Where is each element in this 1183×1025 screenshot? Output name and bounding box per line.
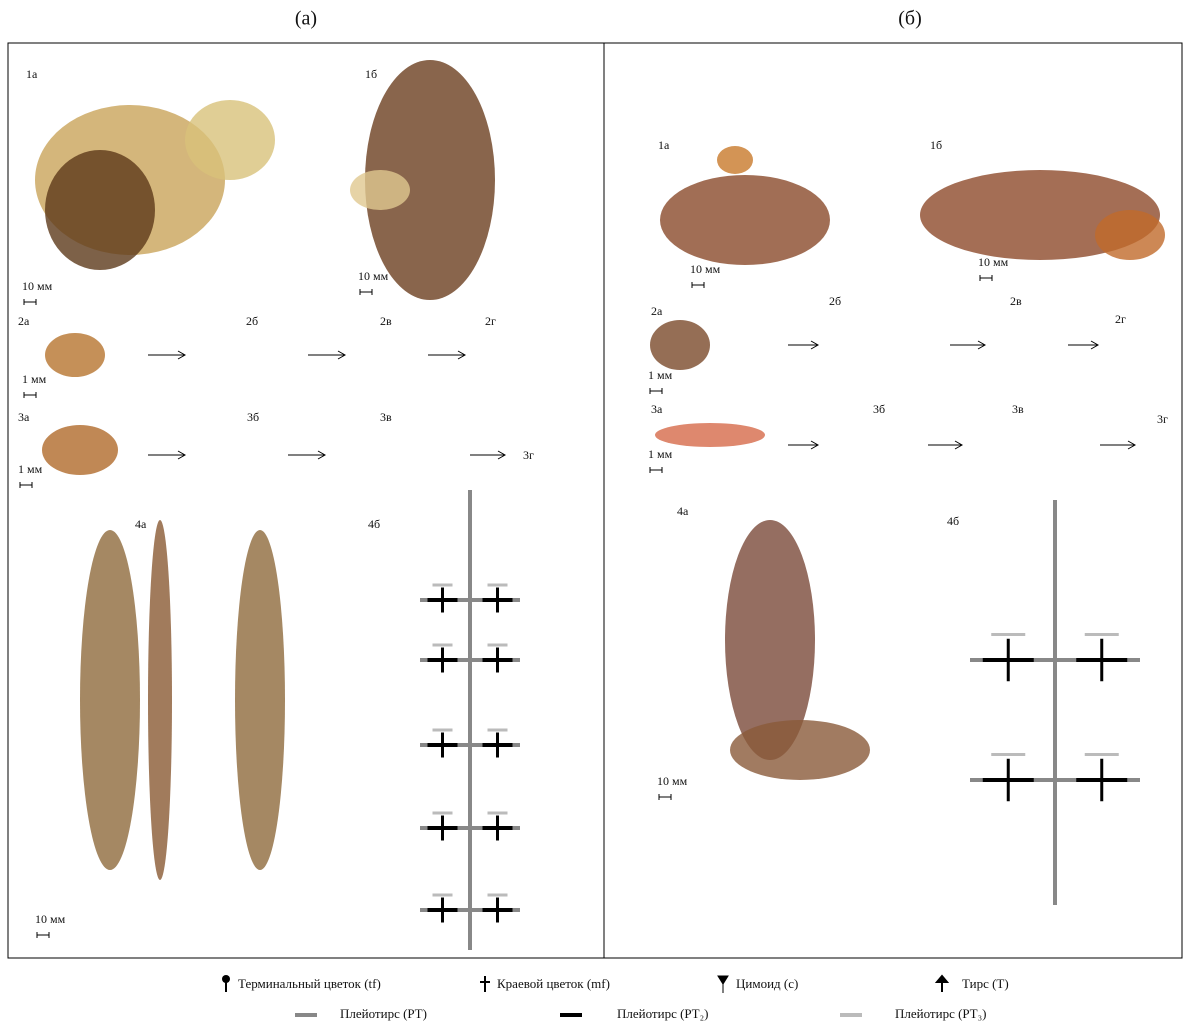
legend-label: Краевой цветок (mf) [497,976,610,991]
photo [730,720,870,780]
sub-label: 1а [26,67,38,81]
sub-label: 4б [368,517,380,531]
scale-bar [980,275,992,281]
arrow [148,451,185,459]
sub-label: 2г [1115,312,1126,326]
sub-label: 3в [380,410,392,424]
sub-label: 3г [1157,412,1168,426]
sub-label: 2б [829,294,841,308]
scale-label: 1 мм [22,372,47,386]
arrow [788,441,818,449]
sub-label: 3б [873,402,885,416]
icon-mf [480,976,490,992]
photo [148,520,172,880]
sub-label: 3а [651,402,663,416]
sub-label: 2в [1010,294,1022,308]
scale-label: 10 мм [358,269,389,283]
sub-label: 3а [18,410,30,424]
icon-c [718,976,728,993]
sub-label: 3б [247,410,259,424]
legend-label: Цимоид (c) [736,976,798,991]
arrow [308,351,345,359]
scale-bar [659,794,671,800]
sub-label: 4а [135,517,147,531]
sub-label: 1а [658,138,670,152]
scale-label: 10 мм [22,279,53,293]
photo [655,423,765,447]
arrow [470,451,505,459]
scale-label: 10 мм [657,774,688,788]
scale-label: 10 мм [978,255,1009,269]
scale-bar [650,467,662,473]
icon-t [937,976,947,992]
legend-label: Плейотирс (PT₃) [895,1006,986,1021]
scale-bar [20,482,32,488]
photo [235,530,285,870]
photo [350,170,410,210]
sub-label: 2г [485,314,496,328]
scale-label: 10 мм [690,262,721,276]
scale-bar [37,932,49,938]
panel-label: (б) [898,8,922,30]
photo [717,146,753,174]
sub-label: 2а [18,314,30,328]
photo [45,333,105,377]
scale-label: 1 мм [18,462,43,476]
arrow [928,441,962,449]
sub-label: 4б [947,514,959,528]
photo [45,150,155,270]
legend-label: Плейотирс (PT₂) [617,1006,708,1021]
illustrations [35,60,1165,950]
photo [185,100,275,180]
arrow [428,351,465,359]
scale-bar [692,282,704,288]
sub-label: 4а [677,504,689,518]
sub-label: 3в [1012,402,1024,416]
scale-bar [650,388,662,394]
arrow [1068,341,1098,349]
arrow [788,341,818,349]
photo [80,530,140,870]
scale-bar [360,289,372,295]
legend-label: Терминальный цветок (tf) [238,976,381,991]
sub-label: 3г [523,448,534,462]
figure: (а) (б) 1а 1б 2а 2б 2в 2г 3а 3б 3в 3г 4а 4б 10 мм 10 … [0,0,1183,1025]
photo [42,425,118,475]
panel-label: (а) [295,8,317,30]
legend-label: Тирс (T) [962,976,1009,991]
arrow [950,341,985,349]
sub-label: 1б [930,138,942,152]
scale-label: 1 мм [648,368,673,382]
arrow [148,351,185,359]
photo [660,175,830,265]
arrow [288,451,325,459]
sub-label: 2б [246,314,258,328]
sub-label: 2а [651,304,663,318]
arrow [1100,441,1135,449]
photo [1095,210,1165,260]
legend-label: Плейотирс (PT) [340,1006,427,1021]
scale-bar [24,299,36,305]
scale-label: 1 мм [648,447,673,461]
scale-bar [24,392,36,398]
photo [650,320,710,370]
sub-label: 2в [380,314,392,328]
scale-label: 10 мм [35,912,66,926]
sub-label: 1б [365,67,377,81]
